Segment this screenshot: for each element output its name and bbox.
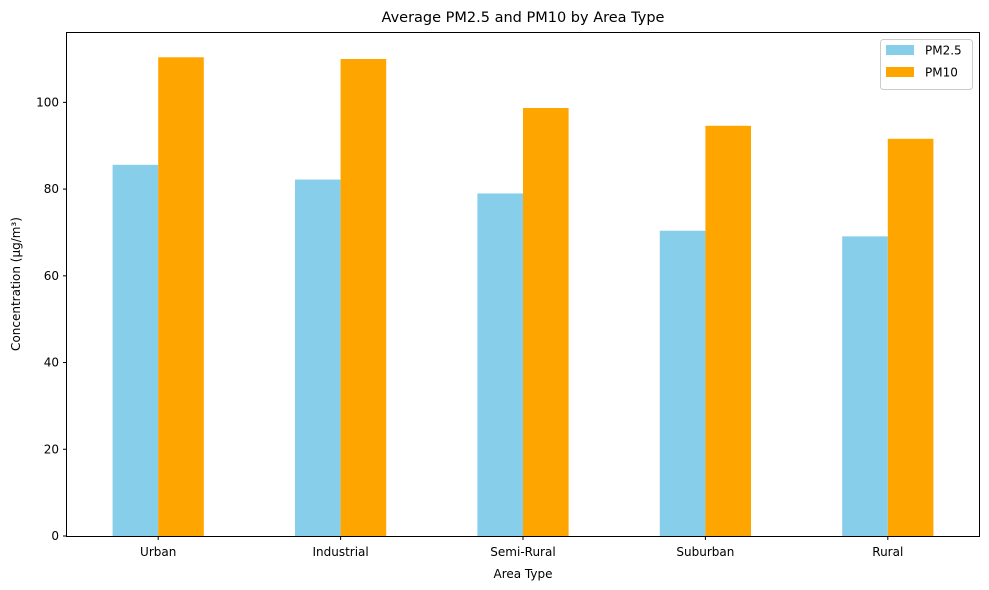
- y-axis-label: Concentration (µg/m³): [9, 217, 23, 351]
- plot-frame: [66, 32, 980, 537]
- bar-pm10-semi-rural: [523, 108, 569, 537]
- bar-pm10-industrial: [340, 59, 387, 537]
- legend-label-pm10: PM10: [925, 66, 958, 80]
- y-tick-label: 40: [44, 356, 59, 370]
- x-axis: Urban Industrial Semi-Rural Suburban Rural: [140, 536, 903, 559]
- bar-pm2-5-industrial: [295, 179, 341, 536]
- legend-swatch-pm10: [886, 67, 914, 77]
- y-tick-label: 20: [44, 442, 59, 456]
- bar-pm10-suburban: [705, 125, 751, 536]
- x-tick-label-semi-rural: Semi-Rural: [490, 545, 555, 559]
- y-tick-label: 60: [44, 269, 59, 283]
- y-tick-label: 0: [51, 529, 59, 543]
- legend-swatch-pm25: [886, 45, 914, 55]
- x-tick-label-industrial: Industrial: [312, 545, 368, 559]
- bar-pm10-urban: [158, 57, 204, 536]
- bars-layer: [112, 57, 934, 537]
- chart-title: Average PM2.5 and PM10 by Area Type: [382, 10, 665, 26]
- bar-pm10-rural: [887, 138, 934, 537]
- y-tick-label: 100: [36, 95, 59, 109]
- legend-label-pm25: PM2.5: [925, 44, 962, 58]
- x-axis-label: Area Type: [494, 567, 553, 581]
- y-tick-label: 80: [44, 182, 59, 196]
- bar-pm2-5-rural: [842, 236, 888, 536]
- legend: PM2.5 PM10: [880, 39, 973, 90]
- y-axis: 0 20 40 60 80 100: [36, 95, 67, 543]
- x-tick-label-suburban: Suburban: [676, 545, 734, 559]
- bar-pm2-5-semi-rural: [477, 193, 523, 536]
- bar-pm2-5-urban: [112, 164, 159, 536]
- bar-pm2-5-suburban: [659, 230, 706, 537]
- x-tick-label-urban: Urban: [140, 545, 176, 559]
- x-tick-label-rural: Rural: [872, 545, 903, 559]
